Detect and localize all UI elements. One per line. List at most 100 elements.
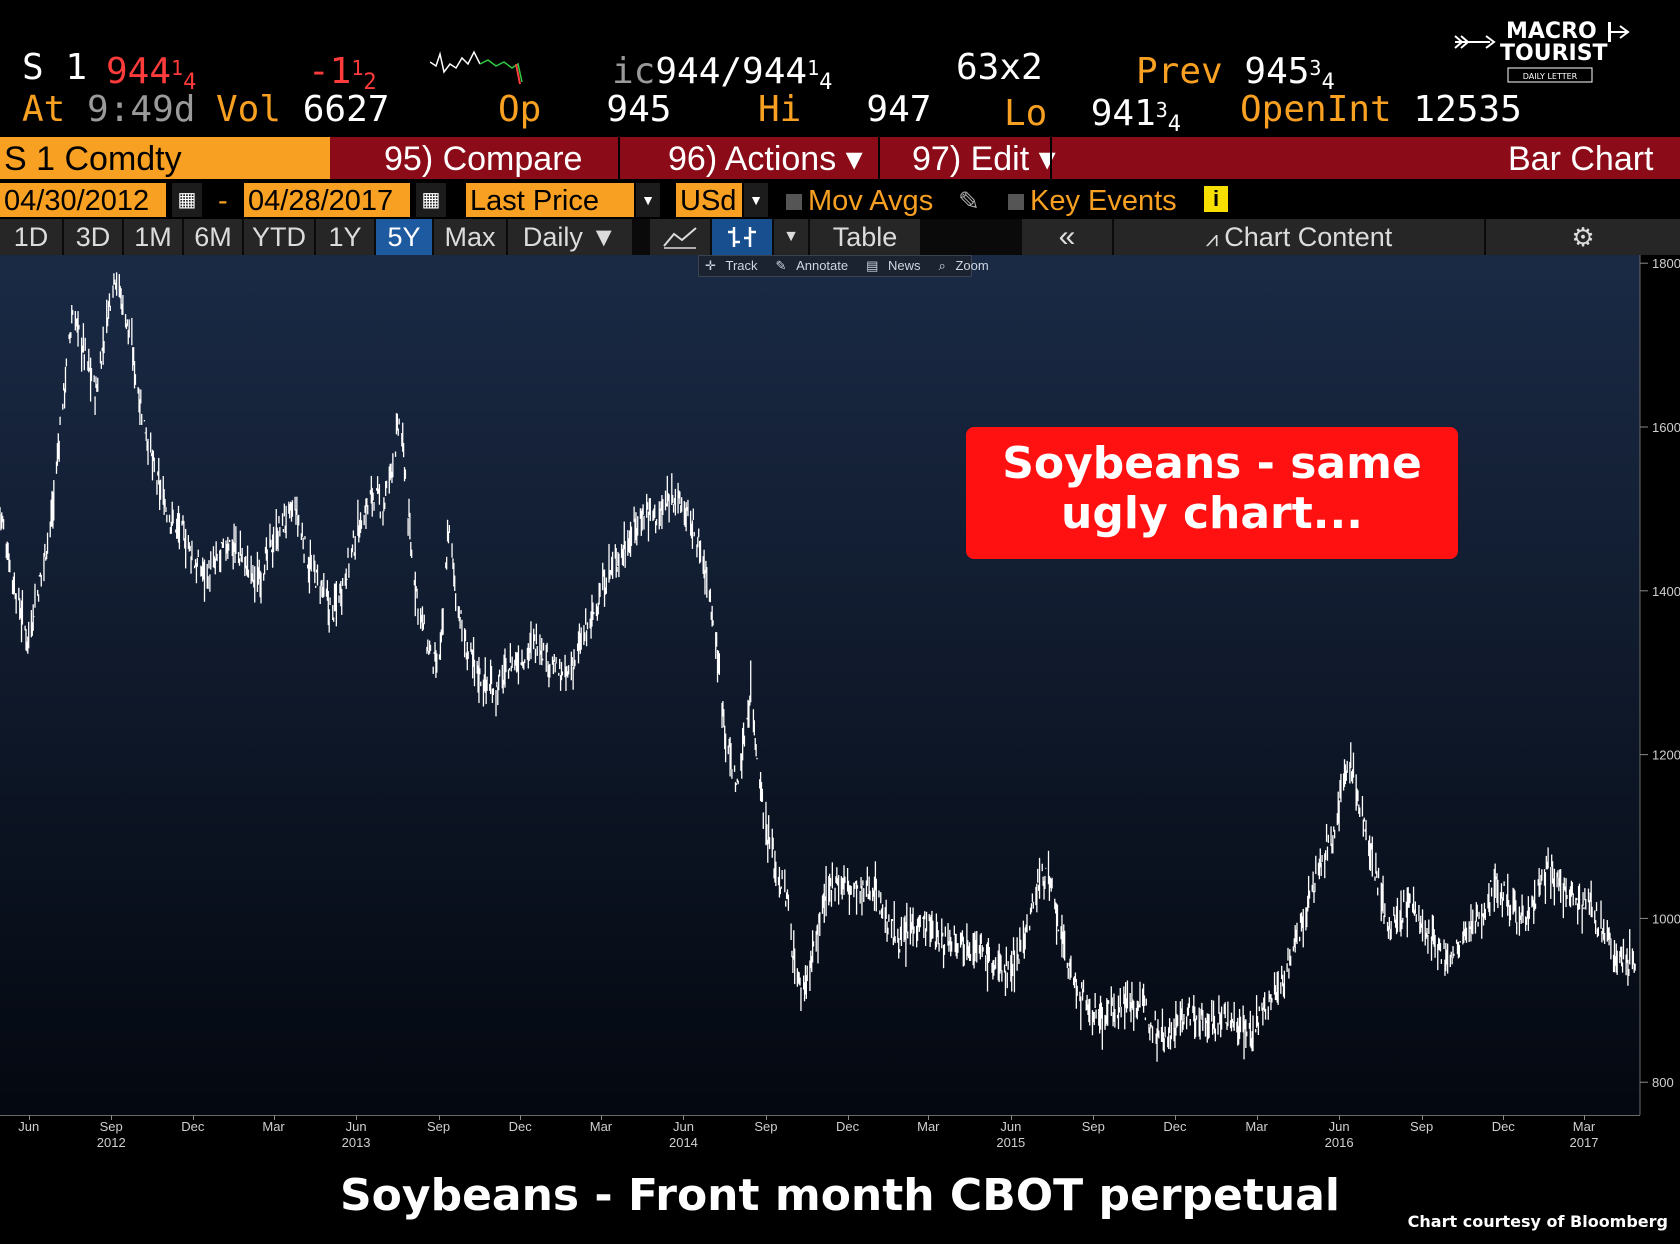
x-tick-label: Dec — [836, 1119, 860, 1134]
annotate-tool[interactable]: ✎ Annotate — [775, 258, 849, 273]
bid-ask-size: 63x2 — [956, 47, 1043, 88]
x-tick-label: Sep — [1410, 1119, 1434, 1134]
y-axis: 800 1000 1200 1400 1600 1800 — [1640, 256, 1680, 1090]
chevron-down-icon[interactable]: ▼ — [636, 183, 660, 217]
range-1d[interactable]: 1D — [0, 219, 62, 255]
x-tick-label: Jun — [672, 1119, 694, 1134]
ticker: S 1 — [22, 47, 88, 88]
x-tick — [1339, 1115, 1341, 1120]
edit-menu[interactable]: 97) Edit ▾ — [912, 140, 1056, 178]
svg-text:DAILY LETTER: DAILY LETTER — [1523, 72, 1578, 81]
intraday-sparkline — [430, 50, 523, 85]
volume: Vol 6627 — [216, 89, 390, 130]
x-year-label: 2012 — [96, 1135, 126, 1150]
x-tick-label: Mar — [262, 1119, 285, 1134]
chevron-down-icon[interactable]: ▼ — [774, 219, 808, 255]
x-tick — [273, 1115, 275, 1120]
last-trade-time: At 9:49d — [22, 89, 196, 130]
x-tick — [928, 1115, 930, 1120]
y-tick-label: 1200 — [1652, 748, 1680, 763]
range-ytd[interactable]: YTD — [244, 219, 314, 255]
price-field-select[interactable]: Last Price — [466, 183, 634, 217]
annotation-callout: Soybeans - same ugly chart... — [966, 427, 1458, 559]
chart-content-button[interactable]: ⩘ Chart Content — [1114, 219, 1484, 255]
news-tool[interactable]: ▤ News — [866, 258, 921, 273]
range-5y[interactable]: 5Y — [376, 219, 432, 255]
period-select[interactable]: Daily ▼ — [508, 219, 632, 255]
range-1m[interactable]: 1M — [124, 219, 182, 255]
x-tick-label: Dec — [1163, 1119, 1187, 1134]
line-chart-icon[interactable] — [650, 219, 710, 255]
checkbox-icon[interactable] — [786, 194, 802, 211]
mov-avgs-toggle[interactable]: Mov Avgs — [786, 183, 933, 219]
x-tick — [683, 1115, 685, 1120]
high-price: Hi 947 — [758, 89, 932, 130]
x-year-label: 2016 — [1324, 1135, 1354, 1150]
last-price: 94414 — [106, 51, 197, 96]
date-to-input[interactable]: 04/28/2017 — [244, 183, 410, 217]
svg-text:TOURIST: TOURIST — [1500, 41, 1608, 66]
x-year-label: 2014 — [668, 1135, 698, 1150]
pencil-icon[interactable]: ✎ — [958, 186, 980, 216]
date-range-dash: - — [218, 185, 228, 217]
checkbox-icon[interactable] — [1008, 194, 1024, 211]
x-tick-label: Dec — [181, 1119, 205, 1134]
chevron-down-icon[interactable]: ▼ — [744, 183, 768, 217]
x-tick-label: Mar — [917, 1119, 940, 1134]
menu-bar — [330, 137, 1680, 179]
chart-content-icon: ⩘ — [1205, 226, 1225, 251]
x-tick — [1583, 1115, 1585, 1120]
x-year-label: 2013 — [341, 1135, 371, 1150]
menu-separator — [1050, 137, 1052, 179]
open-price: Op 945 — [498, 89, 672, 130]
price-chart: 800 1000 1200 1400 1600 1800 — [0, 255, 1680, 1115]
calendar-icon[interactable]: ▦ — [172, 183, 202, 217]
x-tick — [1093, 1115, 1095, 1120]
x-year-label: 2017 — [1569, 1135, 1599, 1150]
x-tick-label: Dec — [1491, 1119, 1515, 1134]
x-tick-label: Mar — [589, 1119, 613, 1134]
x-tick — [1256, 1115, 1258, 1120]
chart-caption: Soybeans - Front month CBOT perpetual — [339, 1170, 1341, 1221]
x-tick — [847, 1115, 849, 1120]
x-tick — [356, 1115, 358, 1120]
chart-type-label[interactable]: Bar Chart — [1508, 140, 1654, 178]
menu-separator — [618, 137, 620, 179]
x-tick-label: Jun — [1000, 1119, 1022, 1134]
bar-chart-icon[interactable] — [712, 219, 772, 255]
info-icon[interactable]: i — [1204, 186, 1228, 212]
track-tool[interactable]: ✛ Track — [705, 258, 758, 273]
menu-separator — [878, 137, 880, 179]
actions-menu[interactable]: 96) Actions ▾ — [668, 140, 863, 178]
net-change: -112 — [308, 51, 377, 96]
range-max[interactable]: Max — [434, 219, 506, 255]
currency-select[interactable]: USd — [676, 183, 742, 217]
gear-icon[interactable]: ⚙ — [1486, 219, 1680, 255]
security-label[interactable]: S 1 Comdty — [4, 140, 182, 178]
bid-ask: ic944/94414 — [612, 51, 833, 96]
date-from-input[interactable]: 04/30/2012 — [0, 183, 166, 217]
price-series — [0, 272, 1636, 1062]
mini-toolbar: ✛ Track ✎ Annotate ▤ News ⌕ Zoom — [698, 255, 989, 277]
x-year-label: 2015 — [996, 1135, 1026, 1150]
x-tick-label: Dec — [508, 1119, 532, 1134]
y-tick-label: 1600 — [1652, 420, 1680, 435]
x-tick — [1010, 1115, 1012, 1120]
y-tick-label: 1800 — [1652, 256, 1680, 271]
x-tick-label: Sep — [427, 1119, 451, 1134]
range-3d[interactable]: 3D — [64, 219, 122, 255]
range-1y[interactable]: 1Y — [316, 219, 374, 255]
y-tick-label: 1400 — [1652, 584, 1680, 599]
table-button[interactable]: Table — [810, 219, 920, 255]
calendar-icon[interactable]: ▦ — [416, 183, 446, 217]
x-tick — [1421, 1115, 1423, 1120]
x-tick — [192, 1115, 194, 1120]
range-6m[interactable]: 6M — [184, 219, 242, 255]
collapse-button[interactable]: « — [1022, 219, 1112, 255]
zoom-tool[interactable]: ⌕ Zoom — [938, 258, 989, 273]
x-tick-label: Jun — [1328, 1119, 1350, 1134]
chart-background — [0, 255, 1640, 1115]
key-events-toggle[interactable]: Key Events — [1008, 183, 1177, 219]
security-field[interactable] — [0, 137, 330, 179]
compare-menu[interactable]: 95) Compare — [384, 140, 583, 178]
